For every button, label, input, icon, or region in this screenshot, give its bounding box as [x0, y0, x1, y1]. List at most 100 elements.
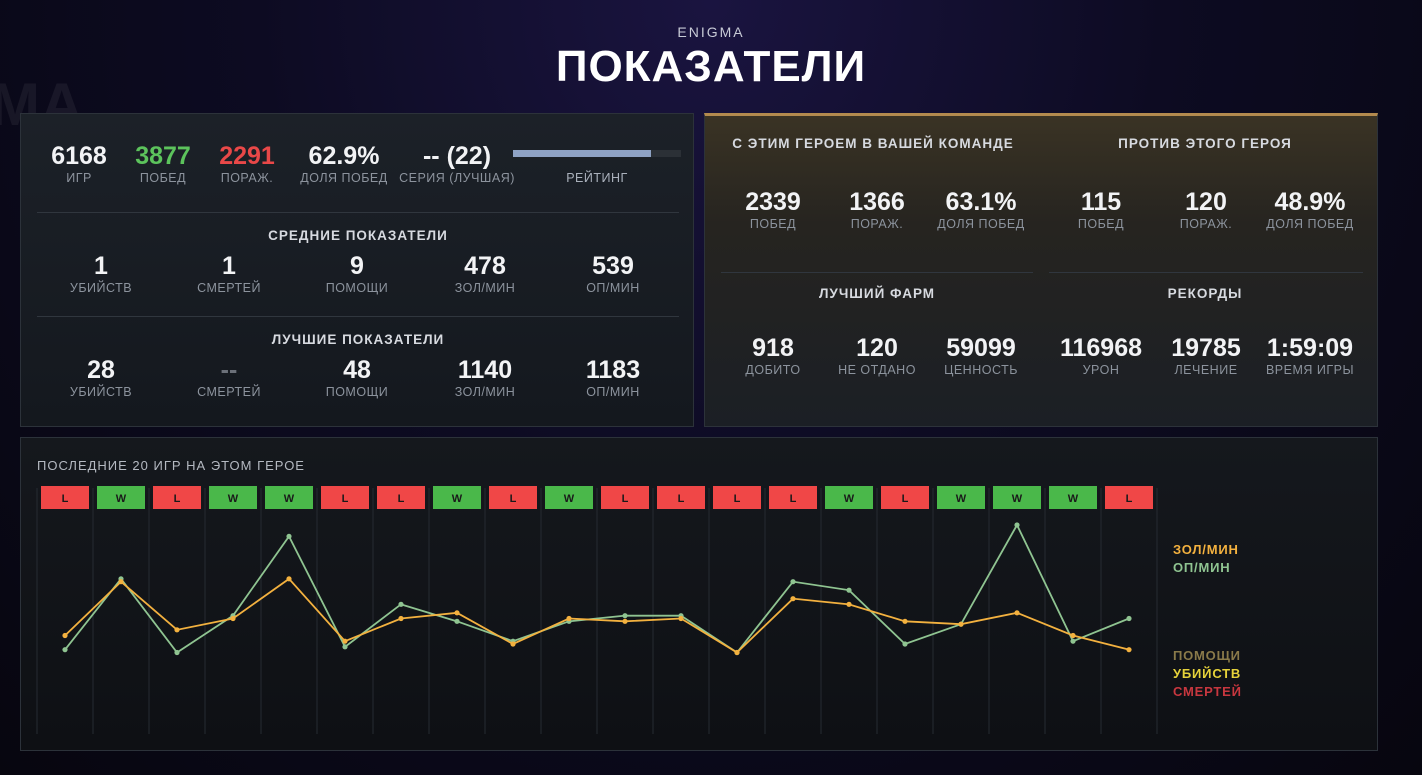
legend-gpm[interactable]: ЗОЛ/МИН	[1173, 542, 1239, 557]
result-badge-loss[interactable]: L	[713, 486, 761, 509]
gpm-point	[846, 601, 852, 607]
svg-text:W: W	[1068, 493, 1079, 505]
gpm-point	[1070, 632, 1076, 639]
xpm-point	[398, 601, 404, 607]
result-badge-win[interactable]: W	[97, 486, 145, 509]
best-kills: 28 УБИЙСТВ	[69, 356, 133, 399]
result-badge-loss[interactable]: L	[657, 486, 705, 509]
avg-assists: 9 ПОМОЩИ	[325, 252, 389, 295]
gpm-point	[902, 618, 908, 624]
result-badge-win[interactable]: W	[825, 486, 873, 509]
result-badge-loss[interactable]: L	[153, 486, 201, 509]
overall-stats-panel: 6168 ИГР 3877 ПОБЕД 2291 ПОРАЖ. 62.9% ДОЛЯ П…	[20, 113, 694, 427]
result-badge-win[interactable]: W	[1049, 486, 1097, 509]
best-gpm: 1140 ЗОЛ/МИН	[454, 356, 516, 399]
avg-deaths: 1 СМЕРТЕЙ	[197, 252, 261, 295]
svg-text:W: W	[116, 493, 127, 505]
gpm-point	[286, 576, 292, 582]
against-losses: 120 ПОРАЖ.	[1179, 188, 1233, 231]
svg-text:W: W	[228, 493, 239, 505]
hero-name: ENIGMA	[677, 24, 745, 40]
xpm-point	[342, 644, 348, 650]
result-badge-loss[interactable]: L	[489, 486, 537, 509]
divider	[1049, 272, 1363, 273]
legend-xpm[interactable]: ОП/МИН	[1173, 560, 1231, 575]
xpm-point	[1014, 522, 1020, 528]
result-badge-loss[interactable]: L	[41, 486, 89, 509]
games-stat: 6168 ИГР	[51, 142, 107, 185]
gpm-point	[1126, 647, 1132, 653]
best-xpm: 1183 ОП/МИН	[585, 356, 641, 399]
recent-games-title: ПОСЛЕДНИЕ 20 ИГР НА ЭТОМ ГЕРОЕ	[37, 458, 305, 473]
result-badge-win[interactable]: W	[209, 486, 257, 509]
result-badge-win[interactable]: W	[993, 486, 1041, 509]
against-hero-title: ПРОТИВ ЭТОГО ГЕРОЯ	[1118, 136, 1292, 151]
xpm-point	[286, 533, 292, 539]
losses-stat: 2291 ПОРАЖ.	[219, 142, 275, 185]
result-badge-loss[interactable]: L	[1105, 486, 1153, 509]
rating-bar-fill	[513, 150, 651, 157]
result-badge-win[interactable]: W	[937, 486, 985, 509]
with-winrate: 63.1% ДОЛЯ ПОБЕД	[937, 188, 1025, 231]
gpm-point	[230, 615, 236, 622]
result-badge-win[interactable]: W	[433, 486, 481, 509]
svg-text:L: L	[622, 493, 629, 505]
wins-stat: 3877 ПОБЕД	[135, 142, 191, 185]
record-healing: 19785 ЛЕЧЕНИЕ	[1171, 334, 1241, 377]
legend-deaths[interactable]: СМЕРТЕЙ	[1173, 684, 1242, 699]
gpm-line	[64, 577, 1130, 654]
gpm-point	[342, 638, 348, 644]
svg-text:W: W	[844, 493, 855, 505]
result-badge-win[interactable]: W	[545, 486, 593, 509]
gpm-point	[790, 596, 796, 602]
xpm-point	[846, 587, 852, 593]
result-badge-win[interactable]: W	[265, 486, 313, 509]
with-hero-title: С ЭТИМ ГЕРОЕМ В ВАШЕЙ КОМАНДЕ	[732, 136, 1014, 151]
gpm-point	[678, 615, 684, 622]
svg-text:L: L	[734, 493, 741, 505]
gpm-point	[510, 641, 516, 647]
svg-text:L: L	[174, 493, 181, 505]
gpm-point	[734, 649, 740, 656]
recent-games-panel: ПОСЛЕДНИЕ 20 ИГР НА ЭТОМ ГЕРОЕ L W L W W L L W L…	[20, 437, 1378, 751]
svg-text:W: W	[284, 493, 295, 505]
svg-text:L: L	[510, 493, 517, 505]
svg-text:W: W	[956, 493, 967, 505]
farm-networth: 59099 ЦЕННОСТЬ	[944, 334, 1018, 377]
averages-title: СРЕДНИЕ ПОКАЗАТЕЛИ	[268, 228, 448, 243]
result-badge-loss[interactable]: L	[377, 486, 425, 509]
legend-assists[interactable]: ПОМОЩИ	[1173, 648, 1241, 663]
farm-last-hits: 918 ДОБИТО	[745, 334, 801, 377]
divider	[37, 316, 679, 317]
best-deaths: -- СМЕРТЕЙ	[197, 356, 261, 399]
svg-text:W: W	[564, 493, 575, 505]
xpm-line	[64, 523, 1130, 654]
gpm-point	[118, 579, 124, 585]
rating-stat: РЕЙТИНГ	[566, 171, 628, 185]
divider	[37, 212, 679, 213]
xpm-point	[1070, 638, 1076, 644]
record-damage: 116968 УРОН	[1059, 334, 1143, 377]
avg-kills: 1 УБИЙСТВ	[69, 252, 133, 295]
gpm-point	[174, 627, 180, 633]
result-badge-loss[interactable]: L	[881, 486, 929, 509]
best-farm-title: ЛУЧШИЙ ФАРМ	[818, 286, 936, 301]
svg-text:L: L	[398, 493, 405, 505]
xpm-point	[902, 641, 908, 647]
xpm-point	[790, 579, 796, 585]
result-badge-loss[interactable]: L	[321, 486, 369, 509]
gpm-point	[454, 610, 460, 616]
xpm-point	[454, 618, 460, 624]
result-badge-loss[interactable]: L	[769, 486, 817, 509]
xpm-point	[1126, 615, 1132, 622]
svg-text:L: L	[790, 493, 797, 505]
legend-kills[interactable]: УБИЙСТВ	[1173, 666, 1242, 681]
svg-text:L: L	[902, 493, 909, 505]
record-duration: 1:59:09 ВРЕМЯ ИГРЫ	[1265, 334, 1355, 377]
result-badge-loss[interactable]: L	[601, 486, 649, 509]
xpm-point	[62, 647, 68, 653]
gpm-point	[566, 615, 572, 622]
winrate-stat: 62.9% ДОЛЯ ПОБЕД	[300, 142, 388, 185]
xpm-point	[174, 649, 180, 656]
